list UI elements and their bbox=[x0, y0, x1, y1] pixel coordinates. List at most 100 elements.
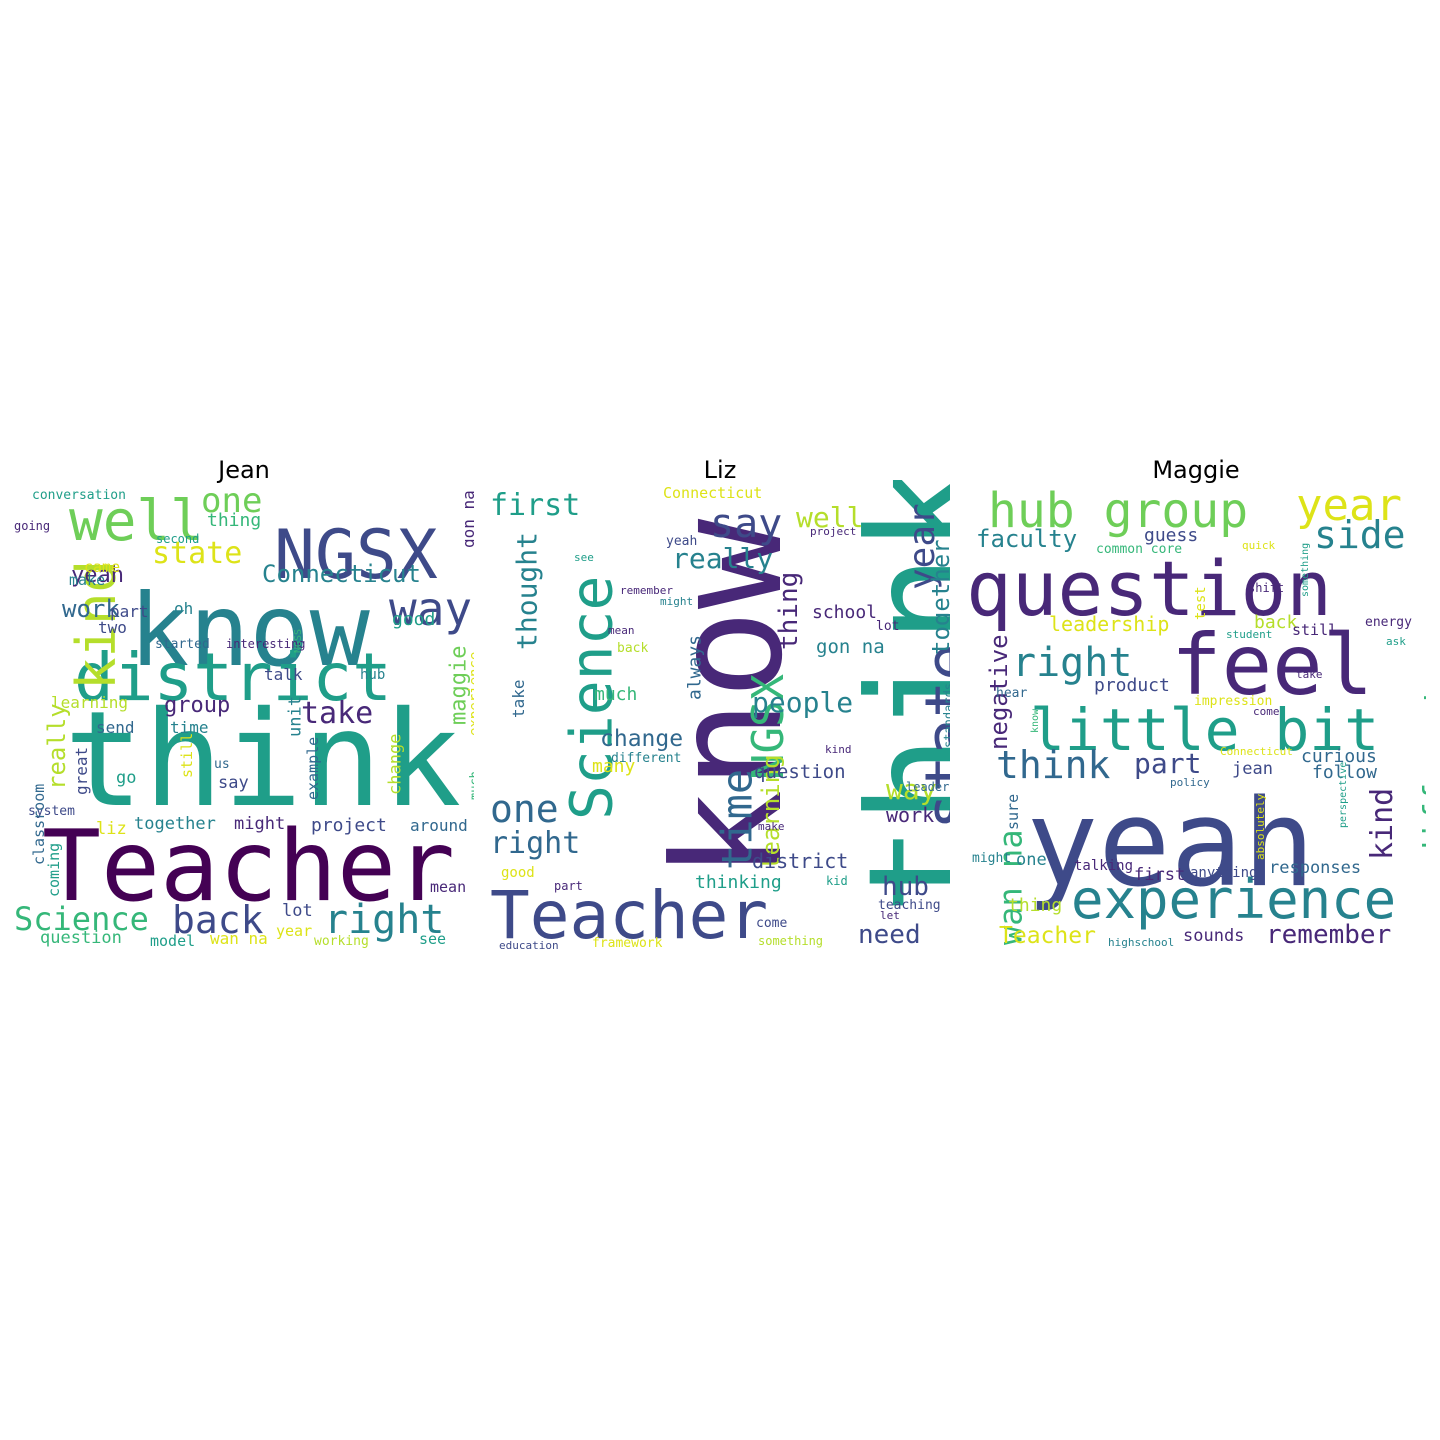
word-liz-take: take bbox=[509, 679, 528, 718]
word-liz-together: together bbox=[927, 539, 950, 655]
word-jean-coming: coming bbox=[45, 843, 63, 897]
word-jean-two: two bbox=[98, 618, 127, 637]
word-jean-going: going bbox=[14, 519, 50, 533]
word-liz-work: work bbox=[886, 803, 934, 827]
word-liz-yeah: yeah bbox=[666, 534, 697, 549]
word-liz-question: question bbox=[754, 761, 846, 783]
word-jean-go: go bbox=[116, 768, 136, 788]
word-liz-learning: learning bbox=[757, 754, 785, 870]
word-liz-district: district bbox=[752, 849, 848, 873]
word-jean-think: think bbox=[64, 683, 461, 837]
word-maggie-feel: feel bbox=[1171, 616, 1373, 714]
word-maggie-faculty: faculty bbox=[976, 525, 1077, 553]
word-jean-liz: liz bbox=[96, 819, 127, 839]
word-jean-kind: kind bbox=[65, 560, 128, 690]
word-liz-education: education bbox=[499, 939, 559, 950]
word-maggie-still: still bbox=[1292, 621, 1337, 639]
word-jean-good: good bbox=[392, 609, 435, 630]
word-jean-make: make bbox=[69, 571, 105, 589]
word-maggie-leadership: leadership bbox=[1049, 612, 1169, 636]
word-liz-different: different bbox=[611, 751, 681, 766]
panel-title-maggie: Maggie bbox=[1152, 456, 1240, 484]
word-jean-question: question bbox=[40, 928, 122, 948]
word-jean-time: time bbox=[170, 718, 209, 737]
word-liz-might: might bbox=[660, 595, 693, 608]
word-liz-say: say bbox=[710, 501, 782, 547]
word-maggie-follow: follow bbox=[1312, 762, 1377, 783]
word-liz-kind: kind bbox=[825, 743, 852, 756]
word-liz-see: see bbox=[574, 551, 594, 564]
word-maggie-right: right bbox=[1012, 640, 1132, 686]
word-liz-one: one bbox=[490, 787, 559, 831]
word-maggie-little-bit: little bit bbox=[1030, 696, 1379, 764]
word-jean-hub: hub bbox=[360, 667, 385, 683]
word-maggie-perspective: perspective bbox=[1338, 762, 1349, 828]
word-jean-ngss: NGSS bbox=[293, 629, 304, 653]
word-liz-remember: remember bbox=[620, 584, 673, 597]
word-liz-make: make bbox=[758, 820, 785, 833]
word-maggie-absolutely: absolutely bbox=[1254, 793, 1267, 860]
word-maggie-responses: responses bbox=[1269, 858, 1361, 878]
word-liz-part: part bbox=[554, 879, 583, 893]
word-liz-standards: standards bbox=[942, 683, 950, 748]
word-jean-started: started bbox=[155, 637, 210, 652]
word-cloud-jean: think Teacher know district NGSX well kind one s… bbox=[14, 480, 474, 950]
word-liz-something: something bbox=[758, 934, 823, 948]
word-maggie-back: back bbox=[1254, 612, 1298, 633]
word-maggie-impression: impression bbox=[1194, 694, 1272, 709]
word-maggie-different: different bbox=[1417, 687, 1426, 860]
word-jean-system: system bbox=[28, 804, 75, 819]
word-liz-back: back bbox=[617, 641, 648, 656]
word-maggie-experience: experience bbox=[1071, 868, 1396, 931]
word-liz-time: time bbox=[713, 769, 762, 870]
word-jean-might: might bbox=[234, 814, 285, 834]
word-liz-gon-na: gon na bbox=[816, 636, 885, 658]
word-jean-second: second bbox=[156, 532, 199, 546]
word-maggie-teacher: Teacher bbox=[999, 923, 1096, 949]
word-jean-really: really bbox=[43, 703, 71, 790]
word-jean-interesting: interesting bbox=[226, 637, 305, 651]
word-liz-science: Science bbox=[557, 576, 625, 820]
word-jean-yeah: yeah bbox=[71, 563, 124, 588]
word-liz-hub: hub bbox=[882, 872, 929, 902]
word-liz-project: project bbox=[810, 525, 856, 538]
word-maggie-talking: talking bbox=[1074, 858, 1133, 874]
word-liz-many: many bbox=[592, 756, 636, 777]
word-maggie-guess: guess bbox=[1144, 525, 1198, 546]
word-liz-way: way bbox=[886, 773, 937, 806]
word-maggie-jean: jean bbox=[1232, 759, 1273, 779]
word-liz-lot: lot bbox=[876, 619, 899, 634]
word-liz-much: much bbox=[594, 684, 637, 705]
word-maggie-come: come bbox=[1253, 705, 1280, 718]
word-liz-leader: leader bbox=[906, 780, 949, 794]
word-jean-lot: lot bbox=[282, 901, 313, 921]
word-maggie-shift: shift bbox=[1248, 581, 1284, 595]
word-liz-teaching: teaching bbox=[878, 898, 941, 913]
word-jean-take: take bbox=[301, 696, 373, 731]
word-jean-district: district bbox=[74, 639, 392, 716]
word-jean-teacher: Teacher bbox=[42, 810, 455, 924]
panel-title-jean: Jean bbox=[218, 456, 270, 484]
word-maggie-connecticut: Connecticut bbox=[1220, 745, 1293, 758]
word-liz-first: first bbox=[490, 488, 580, 523]
word-jean-state: state bbox=[152, 536, 242, 571]
word-liz-let: let bbox=[880, 909, 900, 922]
word-jean-together: together bbox=[134, 814, 216, 834]
word-jean-group: group bbox=[164, 693, 230, 718]
word-jean-right: right bbox=[324, 897, 444, 943]
word-maggie-sure: sure bbox=[1004, 794, 1022, 830]
word-jean-part: part bbox=[110, 602, 149, 621]
word-maggie-question: question bbox=[966, 544, 1332, 633]
word-liz-right: right bbox=[490, 826, 580, 861]
word-jean-gon-na: gon na bbox=[459, 490, 474, 548]
word-jean-working: working bbox=[314, 934, 369, 949]
word-liz-good: good bbox=[501, 865, 535, 881]
word-jean-model: model bbox=[150, 932, 195, 950]
word-liz-need: need bbox=[858, 920, 921, 950]
word-jean-learning: learning bbox=[51, 693, 128, 712]
word-jean-send: send bbox=[96, 718, 135, 737]
word-liz-thought: thought bbox=[510, 532, 543, 650]
word-liz-well: well bbox=[796, 501, 863, 534]
word-jean-say: say bbox=[218, 773, 249, 793]
